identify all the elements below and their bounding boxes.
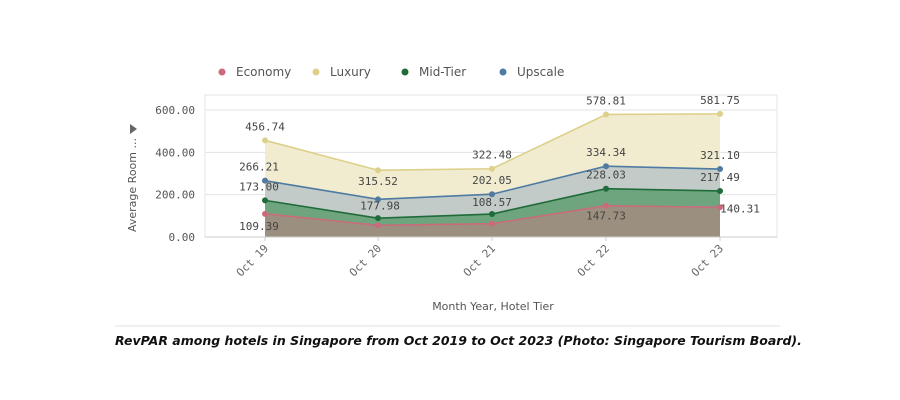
x-tick-label: Oct 22 — [575, 242, 612, 279]
x-tick-label: Oct 21 — [461, 242, 498, 279]
y-tick-label: 0.00 — [169, 231, 196, 244]
legend-item-economy[interactable]: Economy — [236, 65, 291, 79]
legend-item-mid-tier[interactable]: Mid-Tier — [419, 65, 466, 79]
point-economy[interactable] — [262, 210, 268, 217]
data-label-upscale: 321.10 — [700, 149, 740, 162]
point-luxury[interactable] — [603, 111, 609, 118]
y-tick-label: 600.00 — [155, 104, 195, 117]
point-luxury[interactable] — [717, 110, 723, 117]
point-upscale[interactable] — [489, 191, 495, 198]
data-label-economy: 140.31 — [720, 202, 760, 215]
point-mid-tier[interactable] — [489, 211, 495, 218]
series-points — [262, 110, 723, 229]
data-label-upscale: 177.98 — [360, 199, 400, 212]
x-axis-title: Month Year, Hotel Tier — [432, 300, 554, 313]
data-label-economy: 109.39 — [239, 220, 279, 233]
point-luxury[interactable] — [489, 165, 495, 172]
legend-marker-economy[interactable] — [218, 68, 226, 76]
point-luxury[interactable] — [262, 137, 268, 144]
area-economy — [265, 205, 720, 237]
data-label-luxury: 578.81 — [586, 94, 626, 107]
legend-marker-upscale[interactable] — [499, 68, 507, 76]
data-label-mid-tier: 173.00 — [239, 180, 279, 193]
expand-arrow-icon[interactable] — [130, 124, 137, 134]
data-label-luxury: 322.48 — [472, 149, 512, 162]
y-axis-title[interactable]: Average Room ... — [126, 138, 139, 232]
data-label-upscale: 202.05 — [472, 174, 512, 187]
point-economy[interactable] — [603, 202, 609, 209]
data-label-upscale: 266.21 — [239, 161, 279, 174]
x-tick-label: Oct 23 — [689, 242, 726, 279]
data-labels: 109.39 147.73 140.31 456.74 315.52 322.48 578.… — [239, 94, 760, 233]
legend-marker-mid-tier[interactable] — [401, 68, 409, 76]
point-mid-tier[interactable] — [603, 185, 609, 192]
point-upscale[interactable] — [717, 166, 723, 173]
y-tick-label: 400.00 — [155, 146, 195, 159]
legend-item-luxury[interactable]: Luxury — [330, 65, 371, 79]
point-economy[interactable] — [717, 204, 723, 211]
data-label-luxury: 315.52 — [358, 175, 398, 188]
data-label-upscale: 334.34 — [586, 146, 626, 159]
data-label-luxury: 456.74 — [245, 120, 285, 133]
point-upscale[interactable] — [375, 196, 381, 203]
point-upscale[interactable] — [603, 163, 609, 170]
data-label-mid-tier: 108.57 — [472, 196, 512, 209]
chart-caption: RevPAR among hotels in Singapore from Oc… — [115, 333, 802, 348]
data-label-economy: 147.73 — [586, 210, 626, 223]
data-label-mid-tier: 217.49 — [700, 171, 740, 184]
point-upscale[interactable] — [262, 177, 268, 184]
data-label-luxury: 581.75 — [700, 94, 740, 107]
point-mid-tier[interactable] — [375, 215, 381, 222]
x-tick-label: Oct 19 — [234, 242, 271, 279]
legend-item-upscale[interactable]: Upscale — [517, 65, 564, 79]
point-economy[interactable] — [375, 222, 381, 229]
point-luxury[interactable] — [375, 167, 381, 174]
legend-marker-luxury[interactable] — [312, 68, 320, 76]
point-mid-tier[interactable] — [262, 197, 268, 204]
data-label-mid-tier: 228.03 — [586, 169, 626, 182]
legend: Economy Luxury Mid-Tier Upscale — [218, 65, 564, 79]
point-economy[interactable] — [489, 220, 495, 227]
y-tick-label: 200.00 — [155, 189, 195, 202]
x-tick-label: Oct 20 — [347, 242, 384, 279]
point-mid-tier[interactable] — [717, 187, 723, 194]
